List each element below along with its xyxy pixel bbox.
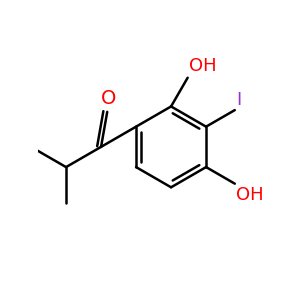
Text: O: O bbox=[101, 89, 116, 108]
Text: I: I bbox=[237, 91, 242, 109]
Text: OH: OH bbox=[189, 57, 216, 75]
Text: OH: OH bbox=[236, 186, 264, 204]
